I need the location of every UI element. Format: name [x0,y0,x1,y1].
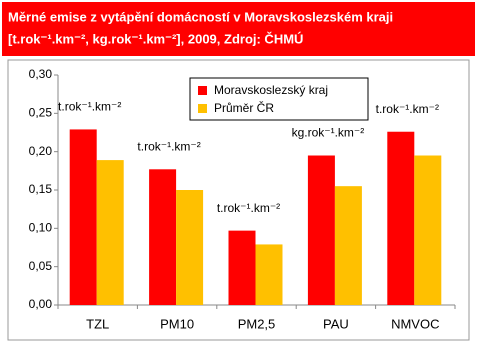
legend-swatch [198,104,207,113]
y-tick-label: 0,00 [29,297,53,311]
y-tick-label: 0,05 [29,259,53,273]
bar [149,169,177,305]
x-tick-label: PM2,5 [238,316,276,331]
y-tick-label: 0,30 [29,67,53,81]
legend-swatch [198,86,207,95]
bar [414,155,442,305]
bar [307,155,335,305]
chart-title: Měrné emise z vytápění domácností v Mora… [8,9,393,24]
annotation: t.rok⁻¹.km⁻² [217,201,280,215]
y-tick-label: 0,25 [29,106,53,120]
annotation: kg.rok⁻¹.km⁻² [292,126,365,140]
bar [255,244,283,305]
annotation: t.rok⁻¹.km⁻² [137,139,200,153]
legend-label: Moravskoslezský kraj [214,83,328,97]
x-tick-label: PAU [323,316,349,331]
y-tick-label: 0,20 [29,144,53,158]
annotation: t.rok⁻¹.km⁻² [376,102,439,116]
legend-box [189,77,369,121]
bar [228,230,256,305]
legend-label: Průměr ČR [214,100,274,115]
bar [334,186,362,305]
bar [176,190,204,305]
title-banner [2,2,475,56]
bar [96,160,124,305]
y-tick-label: 0,15 [29,182,53,196]
x-tick-label: TZL [86,316,109,331]
x-tick-label: NMVOC [391,316,439,331]
chart-title: [t.rok⁻¹.km⁻², kg.rok⁻¹.km⁻²], 2009, Zdr… [8,31,303,46]
x-tick-label: PM10 [160,316,194,331]
bar [387,131,415,305]
chart-frame [7,59,470,341]
bar [69,129,97,305]
y-tick-label: 0,10 [29,221,53,235]
annotation: t.rok⁻¹.km⁻² [58,100,121,114]
